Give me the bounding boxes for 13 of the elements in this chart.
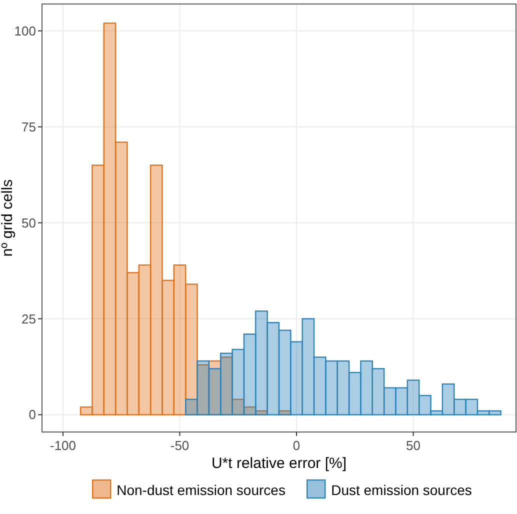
x-tick-label: 0: [292, 438, 300, 453]
legend-label: Non-dust emission sources: [116, 482, 286, 498]
x-axis-title: U*t relative error [%]: [211, 455, 347, 472]
y-tick-label: 0: [28, 407, 36, 422]
y-tick-label: 50: [22, 215, 36, 230]
x-tick-label: 50: [406, 438, 420, 453]
y-tick-label: 100: [14, 23, 36, 38]
legend-label: Dust emission sources: [331, 482, 472, 498]
y-tick-label: 75: [22, 119, 36, 134]
y-axis-title: nº grid cells: [0, 179, 16, 257]
y-tick-label: 25: [22, 311, 36, 326]
x-tick-label: -100: [50, 438, 76, 453]
x-tick-label: -50: [170, 438, 190, 453]
